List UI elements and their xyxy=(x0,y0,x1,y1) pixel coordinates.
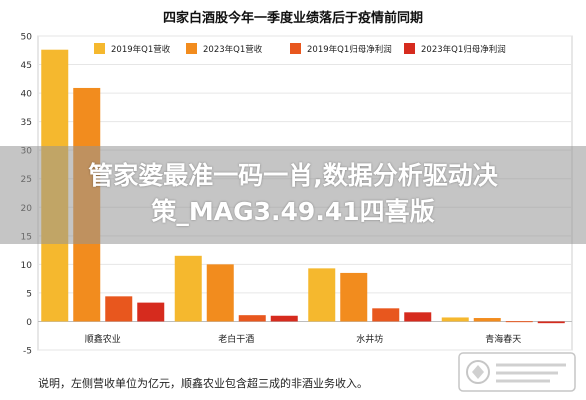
chart-title: 四家白酒股今年一季度业绩落后于疫情前同期 xyxy=(163,10,423,26)
bar xyxy=(404,312,432,322)
bar xyxy=(441,317,469,322)
y-tick-label: 5 xyxy=(26,289,32,299)
overlay-banner-text: 管家婆最准一码一肖,数据分析驱动决 策_MAG3.49.41四喜版 xyxy=(0,158,586,230)
y-tick-label: 45 xyxy=(21,61,32,71)
bar xyxy=(537,321,565,324)
bar xyxy=(238,315,266,322)
legend-label: 2019年Q1营收 xyxy=(111,44,171,55)
bar xyxy=(105,296,133,322)
y-tick-label: 10 xyxy=(21,261,33,271)
legend-swatch xyxy=(94,43,105,54)
bar xyxy=(473,318,501,322)
x-tick-label: 老白干酒 xyxy=(218,333,254,345)
banner-line-2: 策_MAG3.49.41四喜版 xyxy=(151,197,435,226)
bar xyxy=(206,264,234,322)
y-tick-label: 35 xyxy=(21,118,32,128)
bar xyxy=(174,255,202,322)
overlay-banner xyxy=(0,146,586,244)
legend-label: 2023年Q1归母净利润 xyxy=(421,44,506,55)
bar xyxy=(505,321,533,323)
legend-swatch xyxy=(186,43,197,54)
legend-label: 2023年Q1营收 xyxy=(203,44,263,55)
banner-line-1: 管家婆最准一码一肖,数据分析驱动决 xyxy=(88,161,498,190)
chart-note: 说明，左侧营收单位为亿元，顺鑫农业包含超三成的非酒业务收入。 xyxy=(38,377,368,390)
bar xyxy=(270,315,298,322)
x-tick-label: 青海春天 xyxy=(485,333,521,345)
legend-swatch xyxy=(290,43,301,54)
legend-swatch xyxy=(404,43,415,54)
x-tick-label: 水井坊 xyxy=(356,333,383,345)
watermark-logo-icon xyxy=(458,352,576,392)
bar xyxy=(372,308,400,322)
y-tick-label: 40 xyxy=(21,90,33,100)
legend-label: 2019年Q1归母净利润 xyxy=(307,44,392,55)
bar xyxy=(137,302,165,322)
y-tick-label: 0 xyxy=(26,318,32,328)
bar xyxy=(340,272,368,322)
x-tick-label: 顺鑫农业 xyxy=(85,333,121,345)
bar xyxy=(308,268,336,322)
y-tick-label: -5 xyxy=(23,347,32,357)
y-tick-label: 50 xyxy=(21,33,33,43)
